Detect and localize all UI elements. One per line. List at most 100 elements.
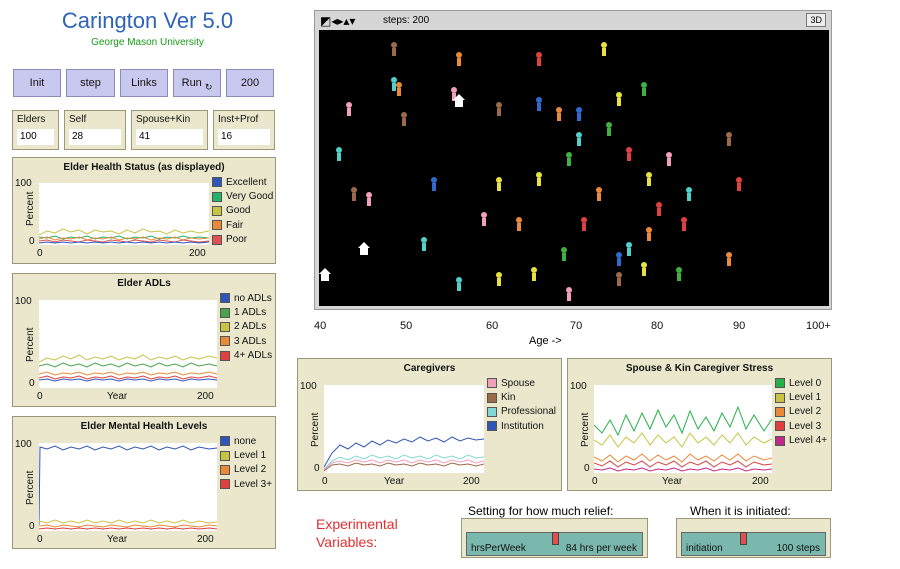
plot-adls-xmax: 200 [197,391,214,402]
legend-swatch [220,464,230,475]
experimental-variables-label: Experimental Variables: [316,516,398,550]
legend-swatch [775,435,785,446]
legend-swatch [487,392,497,403]
plot-caregivers-xlabel: Year [384,476,405,487]
legend-swatch [212,177,222,188]
plot-mental-xlabel: Year [107,534,128,545]
world-canvas[interactable] [319,30,829,306]
legend-label: Professional [501,406,557,418]
initiation-slider[interactable]: initiation 100 steps [676,518,831,558]
legend-label: Excellent [226,176,267,188]
steps-200-button-label: 200 [240,77,260,89]
plot-stress-svg [593,405,773,472]
plot-adls-area [38,300,218,388]
legend-label: Level 3 [789,420,822,432]
plot-adls-ymin: 0 [29,378,35,389]
plot-mental-ymax: 100 [15,439,32,450]
plot-adls-xmin: 0 [37,391,43,402]
legend-swatch [775,378,785,389]
legend-caregivers-professional: Professional [487,405,556,419]
steps-label: steps: 200 [383,15,430,26]
legend-swatch [212,191,222,202]
agents-red [536,52,742,231]
legend-swatch [220,293,230,304]
world-view[interactable]: ◩◂▸▴▾ steps: 200 3D [314,10,832,310]
monitor-elders-value: 100 [17,129,54,145]
age-tick-50: 50 [400,320,413,332]
plot-health-xmin: 0 [37,248,43,259]
legend-label: 2 ADLs [234,321,267,333]
plot-stress-ylabel: Percent [580,412,591,447]
plot-mental-xmin: 0 [37,534,43,545]
monitor-elders-label: Elders [17,114,46,125]
links-button[interactable]: Links [120,69,168,97]
plot-health-ymax: 100 [15,178,32,189]
plot-health-status: Elder Health Status (as displayed) 100 0… [12,157,276,264]
plot-stress-xmin: 0 [592,476,598,487]
legend-health-good: Good [212,204,273,218]
plot-mental-legend: none Level 1 Level 2 Level 3+ [220,434,272,492]
plot-health-ymin: 0 [29,236,35,247]
series-caregivers-institution [323,436,485,468]
plot-adls-svg [38,354,218,382]
legend-label: Good [226,205,251,217]
plot-health-xmax: 200 [189,248,206,259]
legend-swatch [220,450,230,461]
steps-200-button[interactable]: 200 [226,69,274,97]
monitor-spouse-kin-label: Spouse+Kin [136,114,191,125]
slider-track[interactable]: hrsPerWeek 84 hrs per week [466,532,643,556]
legend-label: 1 ADLs [234,307,267,319]
legend-stress-level0: Level 0 [775,376,827,390]
age-tick-60: 60 [486,320,499,332]
monitor-inst-prof: Inst+Prof 16 [213,110,275,150]
plot-caregivers-svg [323,436,485,472]
plot-caregivers-legend: Spouse Kin Professional Institution [487,376,556,434]
run-button[interactable]: Run ↻ [173,69,221,97]
hrs-per-week-slider[interactable]: hrsPerWeek 84 hrs per week [461,518,648,558]
legend-swatch [775,406,785,417]
init-button[interactable]: Init [13,69,61,97]
agents-blue [431,97,622,266]
series-stress-level3 [593,460,773,468]
plot-mental-health: Elder Mental Health Levels 100 0 Percent… [12,416,276,549]
slider-thumb[interactable] [552,532,559,545]
legend-stress-level2: Level 2 [775,405,827,419]
plot-caregivers-xmin: 0 [322,476,328,487]
slider-name: initiation [686,543,723,554]
series-health-poor [38,239,210,243]
legend-label: Kin [501,392,516,404]
legend-swatch [487,378,497,389]
series-mental-3plus [38,527,218,530]
legend-swatch [220,479,230,490]
plot-caregivers-ymax: 100 [300,381,317,392]
plot-stress-area [593,385,773,473]
legend-adls-none: no ADLs [220,291,272,305]
legend-label: 4+ ADLs [234,350,273,362]
slider-thumb[interactable] [740,532,747,545]
plot-mental-title: Elder Mental Health Levels [80,421,208,432]
legend-swatch [212,205,222,216]
plot-stress-ymax: 100 [570,381,587,392]
slider-track[interactable]: initiation 100 steps [681,532,826,556]
legend-mental-3plus: Level 3+ [220,477,272,491]
legend-swatch [212,220,222,231]
legend-adls-4plus: 4+ ADLs [220,349,272,363]
plot-caregivers-ylabel: Percent [310,412,321,447]
relief-caption: Setting for how much relief: [468,504,614,518]
plot-caregivers-title: Caregivers [403,363,456,374]
legend-adls-1: 1 ADLs [220,305,272,319]
legend-adls-3: 3 ADLs [220,334,272,348]
plot-adls-title: Elder ADLs [117,278,171,289]
series-adls-4plus [38,375,218,380]
view-controls-icon[interactable]: ◩◂▸▴▾ [320,14,356,28]
step-button[interactable]: step [66,69,115,97]
series-caregivers-spouse [323,459,485,471]
slider-value: 100 steps [776,543,820,554]
init-button-label: Init [29,77,45,89]
plot-mental-ylabel: Percent [25,470,36,505]
series-stress-level1 [593,432,773,448]
3d-button[interactable]: 3D [806,13,826,27]
plot-caregivers-area [323,385,485,473]
initiation-caption: When it is initiated: [690,504,791,518]
plot-health-area [38,183,210,245]
